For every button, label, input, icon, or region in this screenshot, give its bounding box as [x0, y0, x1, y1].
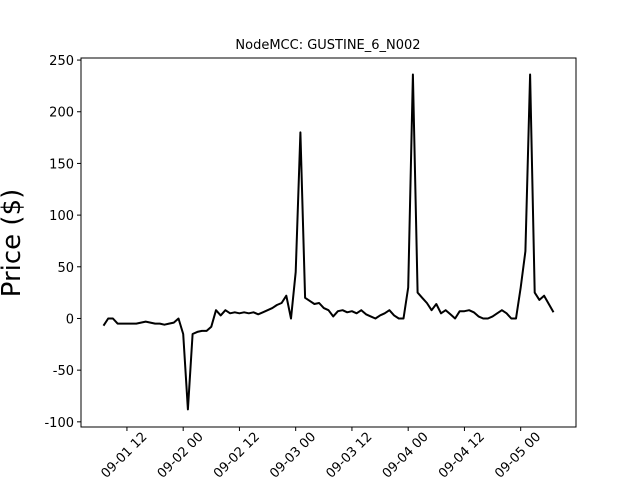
y-tick-label: 150: [49, 157, 74, 172]
x-tick-label: 09-05 00: [492, 430, 544, 480]
x-tick-label: 09-01 12: [98, 430, 150, 480]
y-axis-label: Price ($): [0, 189, 27, 298]
price-line: [102, 73, 555, 411]
x-tick-label: 09-02 00: [155, 430, 207, 480]
x-tick-label: 09-03 12: [323, 430, 375, 480]
chart-title: NodeMCC: GUSTINE_6_N002: [235, 38, 420, 53]
y-tick-label: 0: [66, 312, 74, 327]
y-tick-label: 50: [57, 261, 74, 276]
x-tick-label: 09-04 12: [436, 430, 488, 480]
y-tick-label: -100: [44, 416, 74, 431]
y-tick-label: 100: [49, 209, 74, 224]
y-tick-label: 250: [49, 54, 74, 69]
x-tick-label: 09-02 12: [211, 430, 263, 480]
y-tick-label: 200: [49, 106, 74, 121]
x-tick-label: 09-03 00: [267, 430, 319, 480]
x-tick-label: 09-04 00: [380, 430, 432, 480]
y-tick-label: -50: [53, 364, 74, 379]
plot-frame: [80, 57, 577, 428]
